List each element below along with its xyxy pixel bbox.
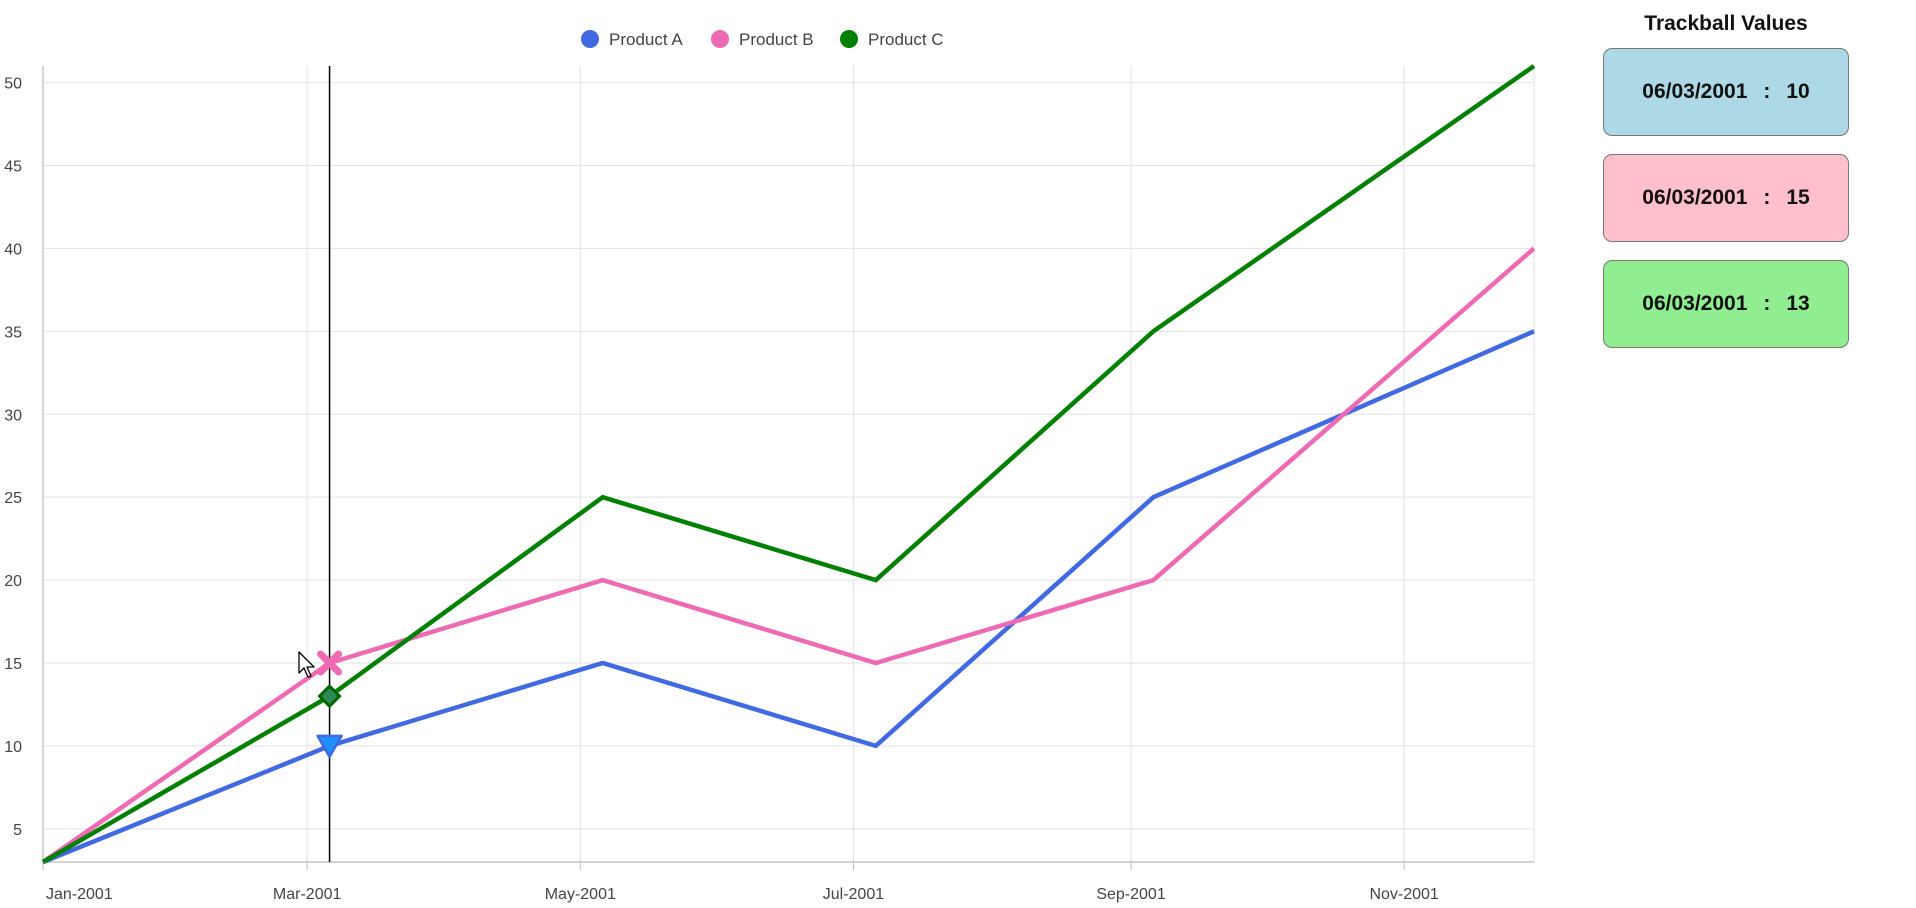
x-tick-label: Mar-2001	[273, 886, 342, 903]
x-tick-label: Jul-2001	[823, 886, 884, 903]
trackball-value: 13	[1786, 292, 1810, 315]
grid	[43, 66, 1535, 862]
trackball-value: 10	[1786, 80, 1810, 103]
series-line-1	[42, 329, 1535, 865]
x-tick-label: Jan-2001	[46, 886, 113, 903]
legend-label-3: Product C	[868, 30, 944, 49]
trackball-separator: :	[1763, 80, 1771, 103]
legend: Product A Product B Product C	[581, 30, 944, 49]
trackball	[316, 66, 343, 862]
trackball-marker-2	[317, 650, 343, 676]
legend-label-1: Product A	[609, 30, 683, 49]
y-tick-label: 40	[4, 241, 22, 258]
trackball-value-product-b: 06/03/2001 : 15	[1603, 154, 1849, 242]
legend-label-2: Product B	[739, 30, 814, 49]
y-tick-label: 10	[4, 739, 22, 756]
trackball-value-product-a: 06/03/2001 : 10	[1603, 48, 1849, 136]
y-tick-label: 30	[4, 407, 22, 424]
trackball-date: 06/03/2001	[1642, 186, 1748, 209]
line-chart[interactable]: 5 10 15 20 25 30 35 40 45 50 Jan-2001 Mar-2001 May-2…	[0, 0, 1560, 908]
trackball-date: 06/03/2001	[1642, 80, 1748, 103]
trackball-separator: :	[1763, 292, 1771, 315]
mouse-pointer-icon	[298, 651, 315, 678]
y-tick-label: 25	[4, 490, 22, 507]
y-tick-label: 5	[13, 822, 22, 839]
trackball-value-product-c: 06/03/2001 : 13	[1603, 260, 1849, 348]
y-tick-label: 20	[4, 573, 22, 590]
y-tick-label: 50	[4, 76, 22, 93]
series-line-3	[41, 64, 1536, 864]
x-tick-label: May-2001	[545, 886, 616, 903]
legend-marker-2	[711, 30, 729, 48]
trackball-separator: :	[1763, 186, 1771, 209]
panel-title: Trackball Values	[1644, 12, 1808, 35]
trackball-values-panel: Trackball Values 06/03/2001 : 10 06/03/2…	[1603, 12, 1849, 366]
series-line-2	[41, 246, 1536, 864]
legend-marker-1	[581, 30, 599, 48]
y-tick-label: 15	[4, 656, 22, 673]
axes: 5 10 15 20 25 30 35 40 45 50 Jan-2001 Mar-2001 May-2…	[4, 66, 1534, 903]
trackball-marker-1	[316, 734, 343, 759]
trackball-date: 06/03/2001	[1642, 292, 1748, 315]
series-group	[41, 64, 1536, 865]
trackball-value: 15	[1786, 186, 1810, 209]
y-tick-label: 35	[4, 324, 22, 341]
trackball-marker-3	[317, 684, 342, 709]
y-tick-label: 45	[4, 159, 22, 176]
x-tick-label: Nov-2001	[1369, 886, 1438, 903]
legend-marker-3	[840, 30, 858, 48]
x-tick-label: Sep-2001	[1096, 886, 1165, 903]
